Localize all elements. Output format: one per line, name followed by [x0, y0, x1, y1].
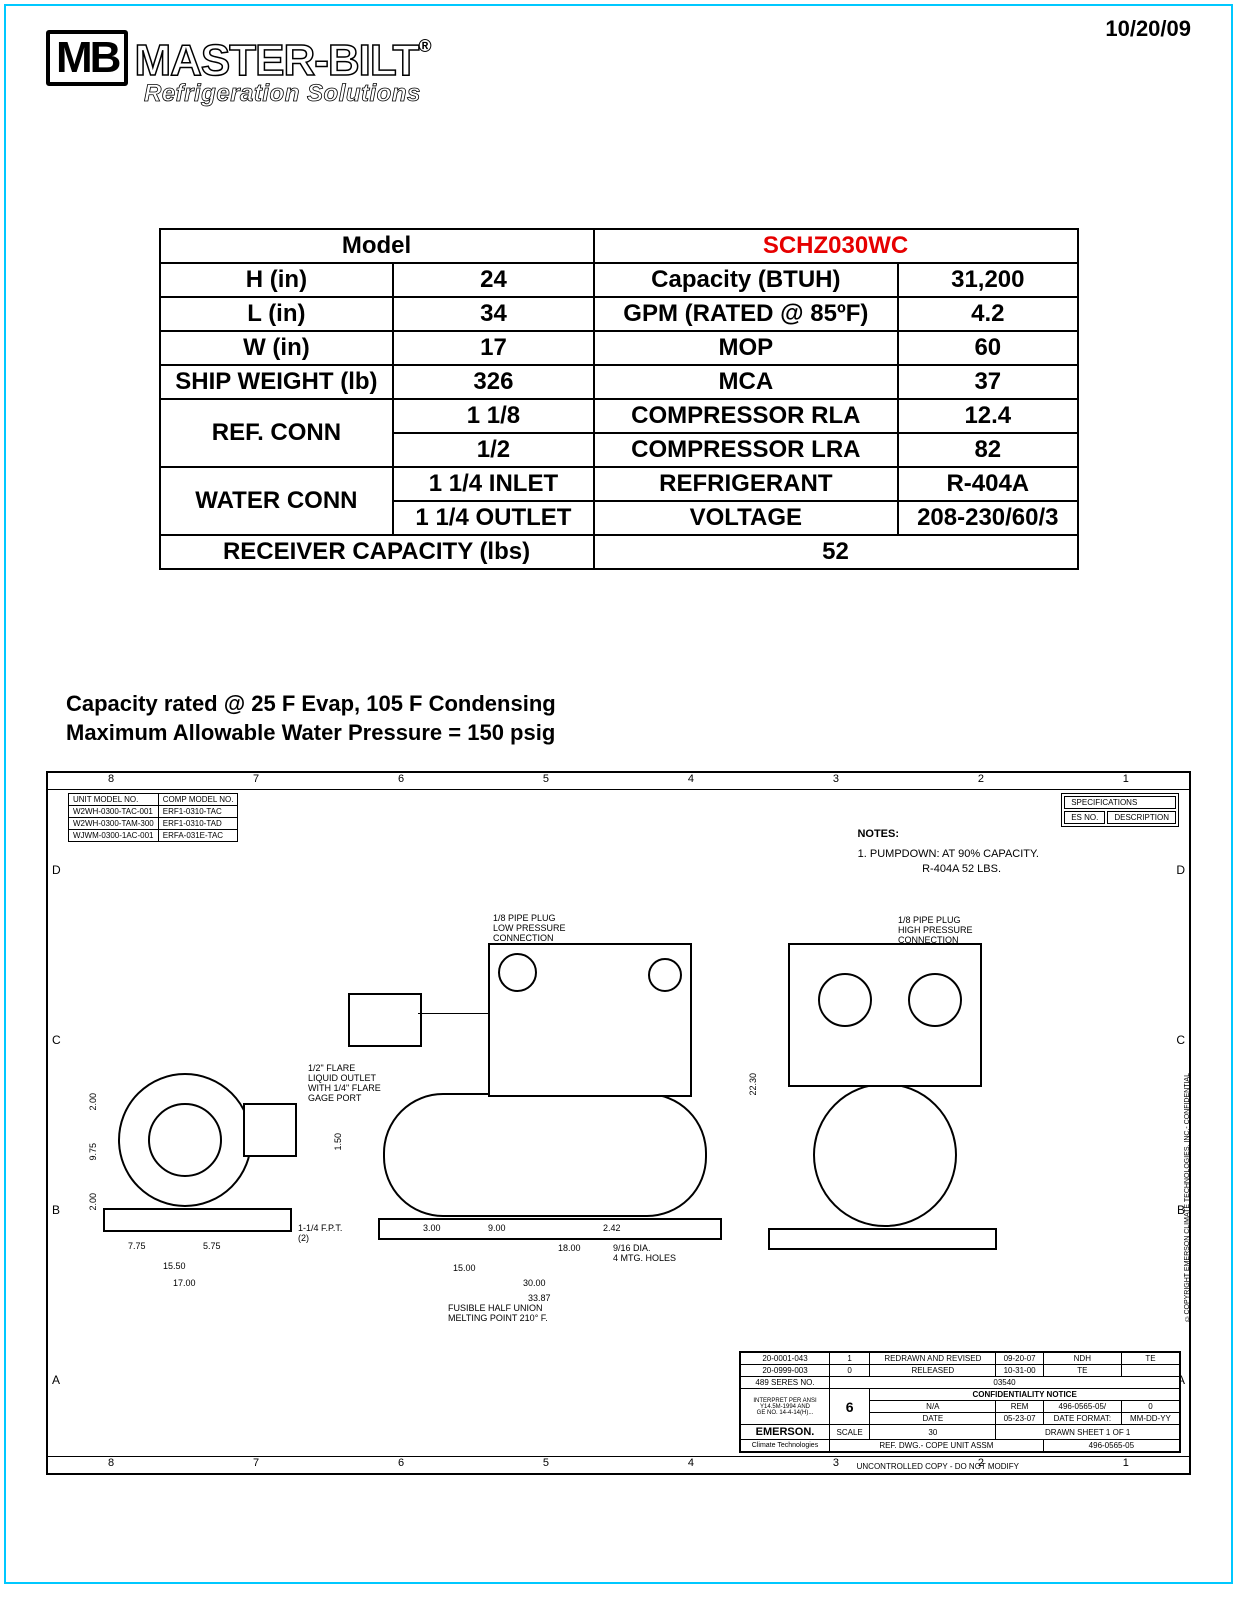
- notes: Capacity rated @ 25 F Evap, 105 F Conden…: [66, 690, 1191, 747]
- note-1b: R-404A 52 LBS.: [922, 863, 1001, 875]
- model-label: Model: [160, 229, 594, 263]
- date: 10/20/09: [1105, 16, 1191, 42]
- logo: MB MASTER-BILT® Refrigeration Solutions: [46, 30, 1191, 108]
- callout-hp: 1/8 PIPE PLUG HIGH PRESSURE CONNECTION: [898, 915, 973, 945]
- drawing-frame: 8 7 6 5 4 3 2 1 8 7 6 5 4 3 2 1 D C B A …: [46, 771, 1191, 1475]
- uncontrolled-note: UNCONTROLLED COPY - DO NOT MODIFY: [857, 1462, 1019, 1471]
- spec-box: SPECIFICATIONS ES NO.DESCRIPTION: [1061, 793, 1179, 827]
- title-block: 20-0001-043 1 REDRAWN AND REVISED 09-20-…: [739, 1351, 1181, 1453]
- logo-name: MASTER-BILT®: [134, 36, 430, 86]
- logo-mb: MB: [46, 30, 128, 86]
- notes-header: NOTES:: [857, 828, 899, 840]
- model-value: SCHZ030WC: [594, 229, 1078, 263]
- logo-sub: Refrigeration Solutions: [144, 80, 1191, 108]
- copyright-vertical: ©COPYRIGHT EMERSON CLIMATE TECHNOLOGIES,…: [1184, 1073, 1191, 1322]
- receiver-end-right: [813, 1083, 957, 1227]
- unit-model-table: UNIT MODEL NO.COMP MODEL NO. W2WH-0300-T…: [68, 793, 238, 842]
- callout-lp: 1/8 PIPE PLUG LOW PRESSURE CONNECTION: [493, 913, 566, 943]
- spec-table: Model SCHZ030WC H (in) 24 Capacity (BTUH…: [159, 228, 1079, 570]
- callout-fpt: 1-1/4 F.P.T. (2): [298, 1223, 342, 1243]
- base-right: [768, 1228, 997, 1250]
- note-line-1: Capacity rated @ 25 F Evap, 105 F Conden…: [66, 690, 1191, 719]
- callout-fusible: FUSIBLE HALF UNION MELTING POINT 210° F.: [448, 1303, 548, 1323]
- note-1a: 1. PUMPDOWN: AT 90% CAPACITY.: [858, 848, 1039, 860]
- junction-box: [348, 993, 422, 1047]
- callout-flare: 1/2" FLARE LIQUID OUTLET WITH 1/4" FLARE…: [308, 1063, 381, 1103]
- base-left: [103, 1208, 292, 1232]
- callout-mtg: 9/16 DIA. 4 MTG. HOLES: [613, 1243, 676, 1263]
- receiver-tank: [383, 1093, 707, 1217]
- note-line-2: Maximum Allowable Water Pressure = 150 p…: [66, 719, 1191, 748]
- page-frame: 10/20/09 MB MASTER-BILT® Refrigeration S…: [4, 4, 1233, 1584]
- ruler-top: 8 7 6 5 4 3 2 1: [48, 773, 1189, 790]
